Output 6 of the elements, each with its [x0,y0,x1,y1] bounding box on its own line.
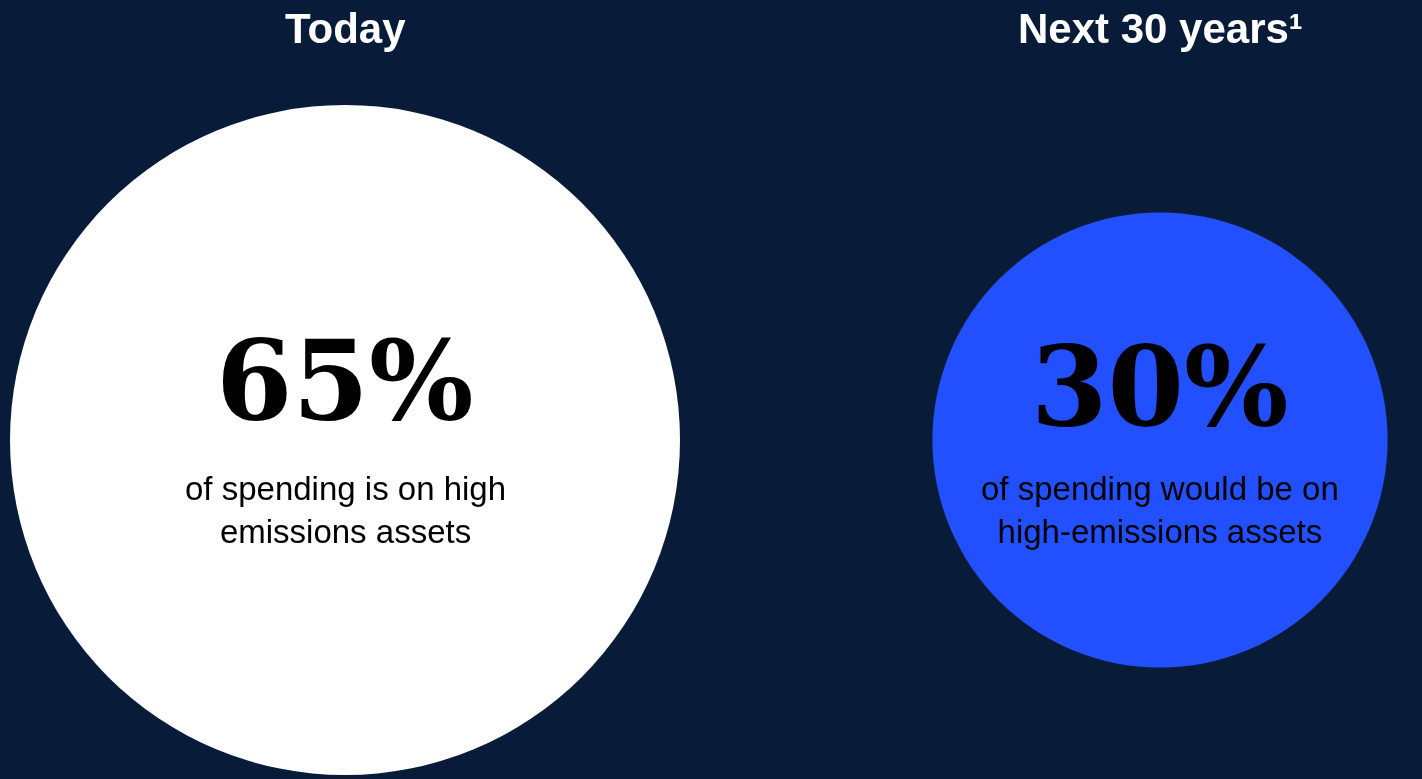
text: of spending is on high emissions assets [185,470,507,550]
category-label: Next 30 years¹ [1018,5,1303,52]
data-label: 30% [1031,322,1289,451]
text: of spending would be on high-emissions assets [981,470,1339,550]
category-label: Today [285,5,407,52]
data-label: 65% [216,316,474,445]
